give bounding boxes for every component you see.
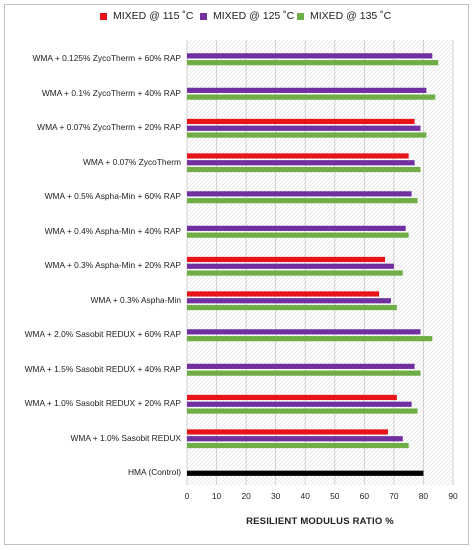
bar [187,53,433,59]
bar [187,363,415,369]
bar [187,153,409,159]
bar [187,198,418,204]
category-label: WMA + 1.0% Sasobit REDUX [70,432,181,443]
x-tick-label: 30 [270,491,281,501]
bar [187,270,403,276]
bar [187,87,427,93]
x-tick-label: 20 [241,491,251,501]
category-label: WMA + 0.3% Aspha-Min [90,294,181,305]
category-label: WMA + 2.0% Sasobit REDUX + 60% RAP [24,329,181,340]
bar [187,394,397,401]
bar [187,298,391,304]
legend-label-125: MIXED @ 125 ˚C [213,10,295,22]
bar [187,442,409,449]
x-axis-label: RESILIENT MODULUS RATIO % [246,516,394,527]
bar [187,470,424,476]
x-tick-label: 10 [211,491,222,501]
category-label: WMA + 1.5% Sasobit REDUX + 40% RAP [24,363,181,374]
legend-swatch-115 [100,12,107,20]
bar [187,132,427,138]
bar [187,94,436,100]
category-label: HMA (Control) [127,467,181,478]
bar [187,125,421,131]
bar [187,160,415,166]
category-label: WMA + 0.07% ZycoTherm + 20% RAP [37,122,181,133]
bar [187,401,412,407]
bar [187,408,418,414]
category-label: WMA + 1.0% Sasobit REDUX + 20% RAP [24,398,181,409]
legend-label-135: MIXED @ 135 ˚C [310,10,392,22]
category-label: WMA + 0.4% Aspha-Min + 40% RAP [44,225,181,236]
x-tick-label: 70 [389,491,399,501]
bar [187,60,439,66]
x-tick-label: 40 [300,491,310,501]
bar [187,191,412,197]
legend-item-115: MIXED @ 115 ˚C [100,10,193,22]
bar [187,232,409,238]
category-label: WMA + 0.125% ZycoTherm + 60% RAP [32,53,181,64]
bar [187,166,421,173]
bar [187,225,406,231]
bar [187,329,421,335]
bar [187,304,397,311]
x-tick-label: 0 [184,491,190,501]
bar [187,291,380,297]
legend-swatch-125 [200,12,207,20]
category-label: WMA + 0.07% ZycoTherm [83,156,181,167]
bar [187,263,394,269]
bar [187,370,421,376]
bar [187,118,415,125]
legend-swatch-135 [297,12,304,20]
category-label: WMA + 0.5% Aspha-Min + 60% RAP [44,191,181,202]
legend-item-135: MIXED @ 135 ˚C [297,10,391,22]
bar [187,256,386,263]
bar [187,336,433,342]
category-label: WMA + 0.3% Aspha-Min + 20% RAP [44,260,181,271]
x-tick-label: 50 [330,491,340,501]
x-tick-label: 80 [418,491,429,501]
x-tick-label: 60 [359,491,369,501]
legend-label-115: MIXED @ 115 ˚C [113,10,194,22]
x-tick-label: 90 [448,491,458,501]
bar [187,436,403,442]
bar [187,429,388,435]
plot-area [187,40,453,485]
category-label: WMA + 0.1% ZycoTherm + 40% RAP [41,87,181,98]
legend-item-125: MIXED @ 125 ˚C [200,10,294,22]
